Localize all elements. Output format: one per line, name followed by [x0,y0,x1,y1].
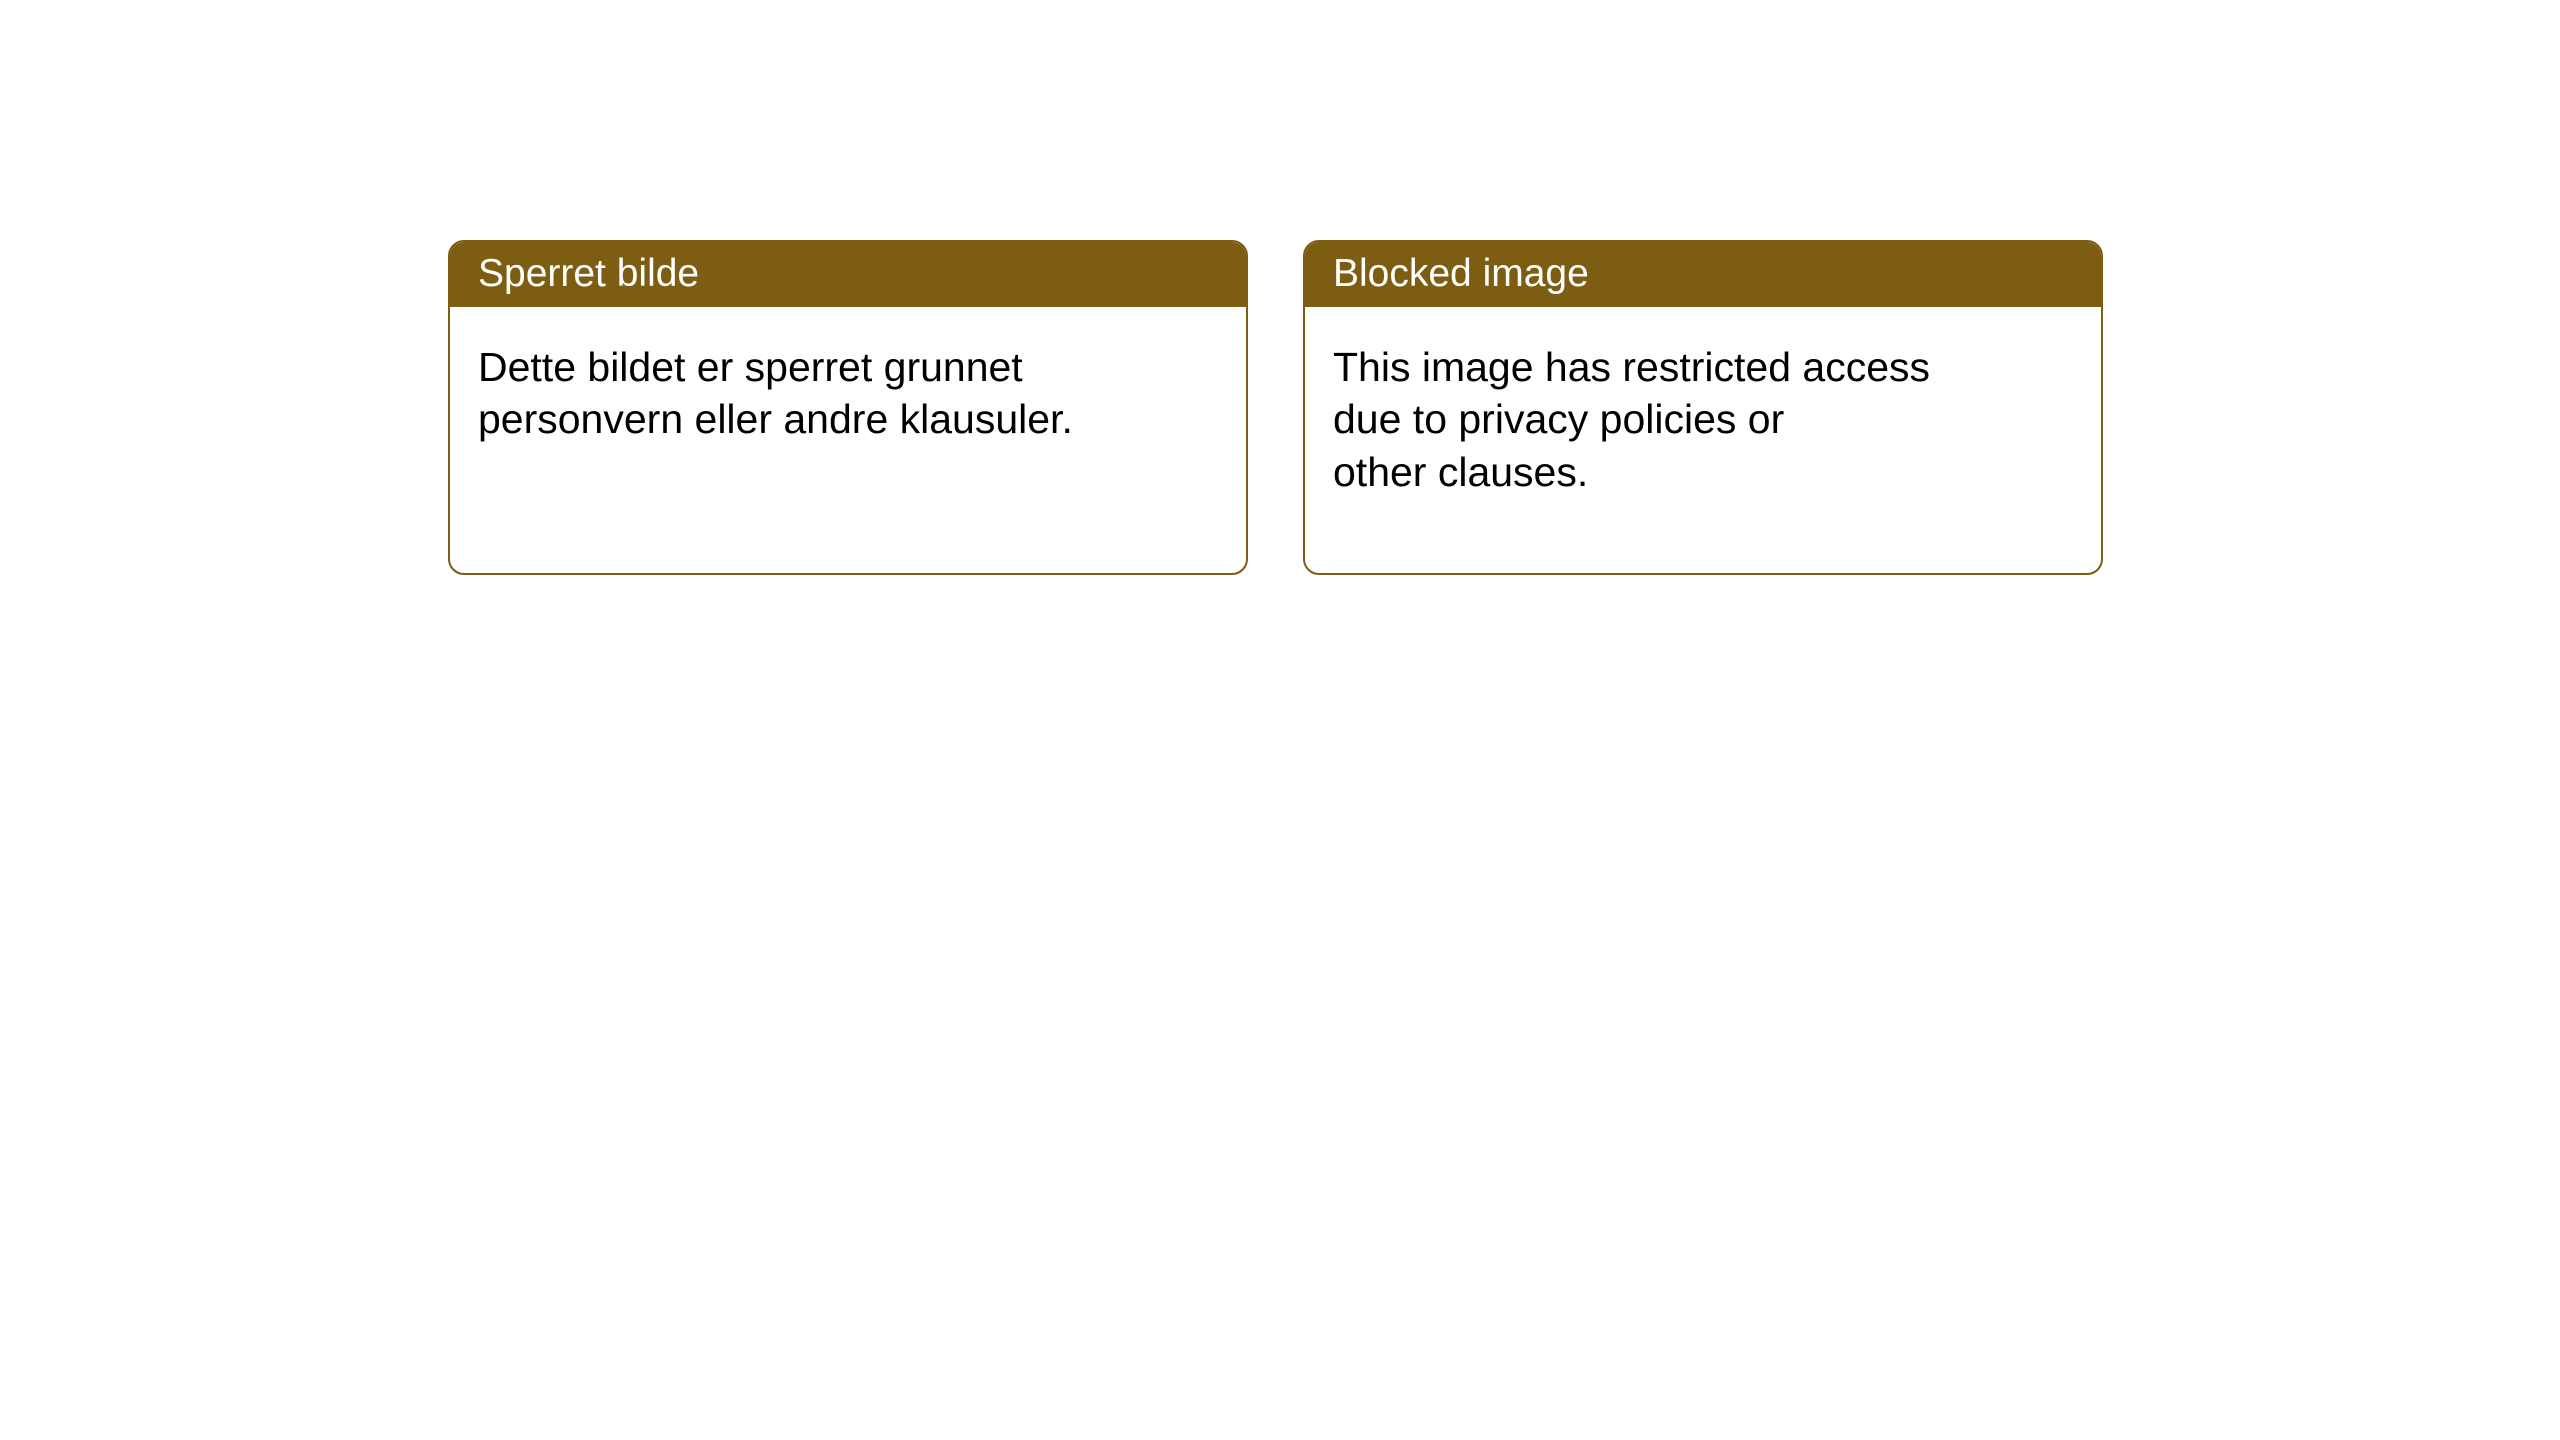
notice-card-en: Blocked image This image has restricted … [1303,240,2103,575]
notice-card-header: Blocked image [1305,242,2101,307]
notice-card-body: Dette bildet er sperret grunnet personve… [450,307,1246,573]
notice-card-body: This image has restricted access due to … [1305,307,2101,573]
notice-container: Sperret bilde Dette bildet er sperret gr… [0,0,2560,575]
notice-card-nb: Sperret bilde Dette bildet er sperret gr… [448,240,1248,575]
notice-card-header: Sperret bilde [450,242,1246,307]
